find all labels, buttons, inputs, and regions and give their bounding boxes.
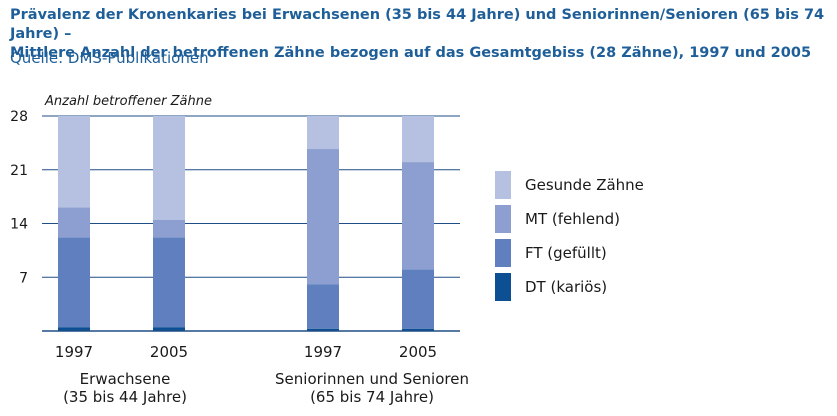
bar-segment-0-1 <box>153 327 185 331</box>
bar-segment-1-3 <box>402 269 434 329</box>
x-tick-label-1: 2005 <box>150 343 188 361</box>
y-tick-label-28: 28 <box>10 109 28 125</box>
chart-title-line-1: Prävalenz der Kronenkaries bei Erwachsen… <box>10 7 825 42</box>
legend-item-dt: DT (kariös) <box>495 270 644 304</box>
chart-source: Quelle: DMS-Publikationen <box>10 49 209 67</box>
bar-segment-2-0 <box>58 207 90 238</box>
y-tick-label-14: 14 <box>10 217 28 233</box>
legend-swatch-ft <box>495 239 511 267</box>
bar-segment-2-3 <box>402 162 434 270</box>
legend-item-ft: FT (gefüllt) <box>495 236 644 270</box>
legend-label-gesunde: Gesunde Zähne <box>525 176 644 194</box>
group-label-senioren-line-1: Seniorinnen und Senioren <box>275 370 469 388</box>
bar-segment-0-3 <box>402 328 434 331</box>
group-label-senioren-line-2: (65 bis 74 Jahre) <box>310 388 434 406</box>
legend-item-mt: MT (fehlend) <box>495 202 644 236</box>
x-tick-label-3: 2005 <box>399 343 437 361</box>
legend-item-gesunde: Gesunde Zähne <box>495 168 644 202</box>
group-label-erwachsene-line-2: (35 bis 44 Jahre) <box>63 388 187 406</box>
bar-segment-1-2 <box>307 284 339 329</box>
bar-segment-0-2 <box>307 328 339 331</box>
legend-label-ft: FT (gefüllt) <box>525 244 607 262</box>
bar-segment-3-1 <box>153 116 185 220</box>
y-tick-label-7: 7 <box>19 270 28 286</box>
bar-segment-1-0 <box>58 237 90 328</box>
group-label-erwachsene-line-1: Erwachsene <box>79 370 171 388</box>
chart-title: Prävalenz der Kronenkaries bei Erwachsen… <box>10 6 830 63</box>
x-tick-label-2: 1997 <box>304 343 342 361</box>
bar-segment-1-1 <box>153 237 185 328</box>
y-axis-title: Anzahl betroffener Zähne <box>44 94 212 109</box>
bar-segment-3-2 <box>307 116 339 150</box>
legend-swatch-gesunde <box>495 171 511 199</box>
bar-segment-3-3 <box>402 116 434 163</box>
y-tick-label-21: 21 <box>10 163 28 179</box>
bar-segment-0-0 <box>58 327 90 331</box>
bar-segment-2-2 <box>307 149 339 285</box>
group-label-erwachsene: Erwachsene (35 bis 44 Jahre) <box>45 370 205 406</box>
bar-segment-2-1 <box>153 219 185 238</box>
x-tick-label-0: 1997 <box>55 343 93 361</box>
chart-title-line-2: Mittlere Anzahl der betroffenen Zähne be… <box>10 45 812 61</box>
legend-swatch-dt <box>495 273 511 301</box>
group-label-senioren: Seniorinnen und Senioren (65 bis 74 Jahr… <box>262 370 482 406</box>
legend-swatch-mt <box>495 205 511 233</box>
bar-segment-3-0 <box>58 116 90 208</box>
chart-legend: Gesunde Zähne MT (fehlend) FT (gefüllt) … <box>495 168 644 304</box>
legend-label-mt: MT (fehlend) <box>525 210 621 228</box>
legend-label-dt: DT (kariös) <box>525 278 608 296</box>
